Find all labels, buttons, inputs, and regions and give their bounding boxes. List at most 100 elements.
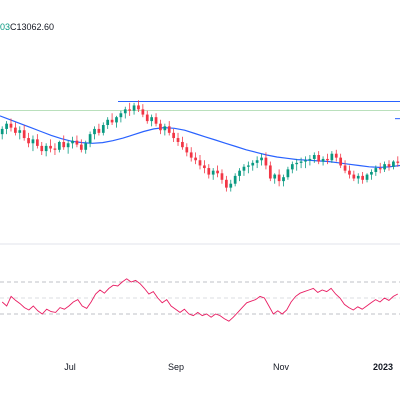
candle-body bbox=[207, 168, 211, 175]
candle-body bbox=[299, 161, 303, 163]
time-axis-tick-label: Nov bbox=[273, 362, 290, 372]
candle-body bbox=[159, 123, 162, 131]
candle-body bbox=[370, 171, 373, 175]
candle-body bbox=[27, 138, 30, 144]
candle-body bbox=[106, 119, 110, 126]
candle-body bbox=[22, 130, 26, 139]
candle-body bbox=[128, 109, 132, 111]
candle-body bbox=[396, 161, 400, 163]
moving-average-line bbox=[0, 115, 400, 169]
candle-body bbox=[66, 143, 70, 148]
candle-body bbox=[203, 165, 206, 169]
candle-body bbox=[194, 157, 197, 161]
candle-body bbox=[242, 166, 246, 171]
candle-body bbox=[264, 157, 268, 166]
candle-body bbox=[185, 147, 189, 153]
candle-body bbox=[167, 126, 171, 133]
candle-body bbox=[110, 119, 114, 123]
candle-body bbox=[101, 125, 105, 133]
candle-body bbox=[317, 155, 321, 162]
candle-body bbox=[18, 130, 22, 133]
candle-body bbox=[290, 164, 294, 170]
candle-body bbox=[361, 175, 364, 180]
candle-body bbox=[75, 140, 79, 145]
candle-body bbox=[88, 134, 92, 144]
candle-body bbox=[304, 160, 307, 162]
candle-body bbox=[137, 105, 140, 110]
candle-body bbox=[308, 158, 312, 161]
candle-body bbox=[145, 114, 149, 122]
candle-body bbox=[374, 168, 378, 172]
candle-body bbox=[326, 158, 329, 161]
candle-body bbox=[115, 117, 118, 123]
candle-body bbox=[176, 138, 180, 142]
ohlc-close-value: C13062.60 bbox=[10, 22, 55, 32]
candle-body bbox=[14, 127, 17, 133]
time-axis-tick-label: Jul bbox=[64, 362, 76, 372]
candle-body bbox=[163, 126, 167, 131]
candle-body bbox=[282, 177, 285, 182]
candle-body bbox=[286, 169, 290, 178]
candle-body bbox=[62, 141, 66, 148]
candle-body bbox=[348, 170, 351, 175]
price-panel bbox=[0, 100, 400, 192]
candle-body bbox=[40, 145, 44, 152]
candle-body bbox=[93, 128, 96, 135]
candle-body bbox=[154, 117, 158, 124]
candle-body bbox=[220, 173, 224, 180]
candle-body bbox=[321, 158, 325, 162]
candle-body bbox=[378, 168, 382, 170]
candle-body bbox=[330, 153, 334, 161]
candle-body bbox=[119, 113, 123, 118]
candle-body bbox=[387, 164, 391, 167]
candle-body bbox=[352, 174, 356, 179]
candle-body bbox=[123, 109, 127, 114]
candle-body bbox=[211, 170, 215, 175]
candle-body bbox=[150, 117, 154, 122]
candle-body bbox=[295, 162, 299, 165]
candle-body bbox=[9, 123, 13, 128]
candle-body bbox=[225, 179, 228, 188]
oscillator-panel bbox=[0, 278, 400, 322]
candle-body bbox=[189, 152, 193, 158]
candle-body bbox=[339, 157, 343, 166]
candle-body bbox=[312, 155, 316, 159]
candle-body bbox=[79, 144, 83, 150]
candle-body bbox=[71, 140, 74, 144]
candle-body bbox=[198, 160, 202, 166]
candle-body bbox=[181, 141, 184, 148]
candle-body bbox=[251, 162, 255, 166]
candle-body bbox=[238, 170, 241, 176]
candle-body bbox=[132, 105, 136, 111]
candle-body bbox=[229, 183, 233, 188]
candle-body bbox=[44, 145, 48, 152]
candle-body bbox=[343, 165, 347, 171]
candle-body bbox=[356, 175, 360, 179]
candle-body bbox=[53, 148, 57, 150]
time-axis: Jul Sep Nov 2023 bbox=[64, 362, 393, 372]
candle-body bbox=[36, 139, 39, 146]
ohlc-close-readout: 03C13062.60 bbox=[0, 22, 54, 32]
candle-body bbox=[97, 128, 101, 133]
candle-body bbox=[84, 143, 88, 150]
oscillator-line bbox=[1, 278, 399, 322]
candle-body bbox=[273, 174, 277, 179]
candle-body bbox=[392, 161, 395, 167]
candle-body bbox=[246, 165, 250, 167]
candle-body bbox=[383, 164, 386, 170]
candle-body bbox=[255, 160, 259, 163]
time-axis-tick-label: 2023 bbox=[373, 362, 393, 372]
candle-body bbox=[0, 128, 4, 135]
candle-body bbox=[57, 141, 61, 150]
candle-body bbox=[31, 139, 35, 144]
ohlc-close-prefix: 03 bbox=[0, 22, 11, 32]
candle-body bbox=[5, 123, 8, 129]
candle-body bbox=[277, 174, 281, 182]
candle-body bbox=[233, 175, 237, 184]
candle-body bbox=[216, 170, 219, 174]
candle-body bbox=[172, 132, 175, 139]
candle-body bbox=[268, 165, 272, 179]
time-axis-tick-label: Sep bbox=[168, 362, 184, 372]
candle-body bbox=[260, 157, 263, 161]
